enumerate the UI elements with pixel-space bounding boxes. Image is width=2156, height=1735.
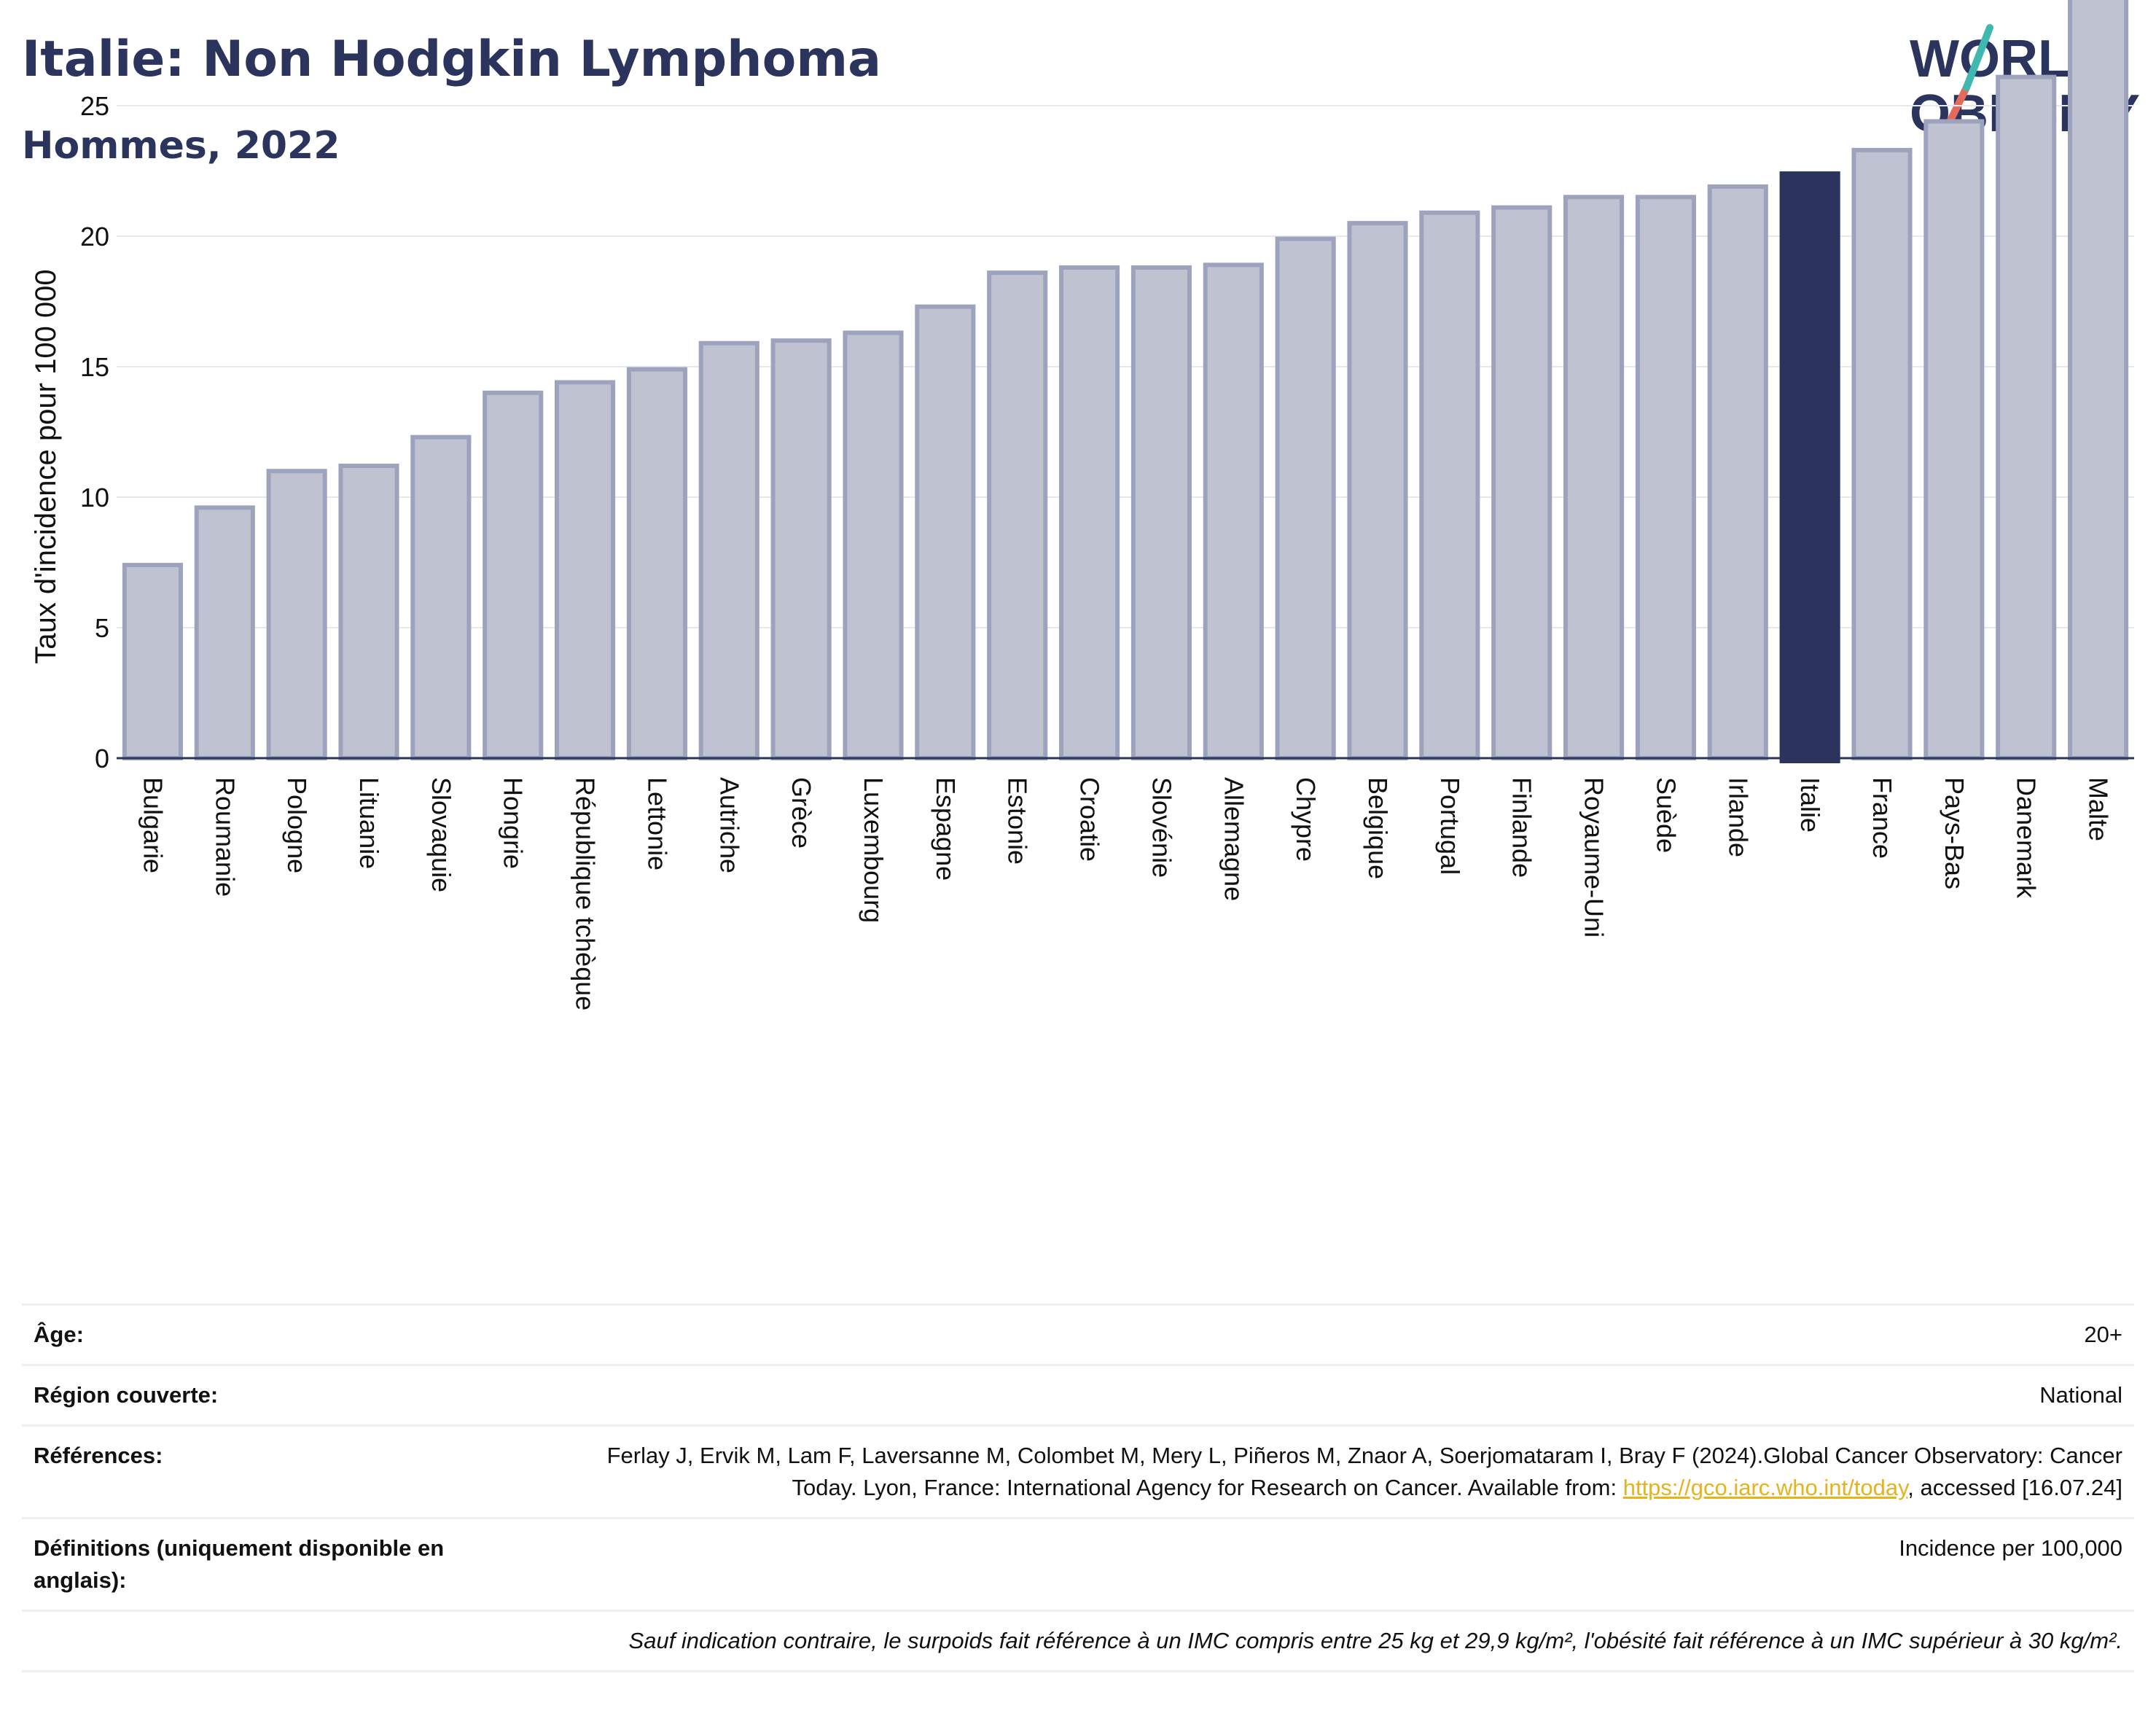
bar-lettonie <box>626 367 687 760</box>
x-tick-label: Malte <box>2084 777 2114 841</box>
references-accessed: , accessed [16.07.24] <box>1907 1475 2122 1500</box>
bar-roumanie <box>194 505 255 760</box>
y-tick-label: 10 <box>80 483 109 512</box>
x-tick-label: Estonie <box>1003 777 1033 865</box>
chart-title: Italie: Non Hodgkin Lymphoma <box>22 31 882 88</box>
bar-france <box>1851 147 1913 761</box>
bar-hongrie <box>483 390 544 760</box>
bar-irlande <box>1707 184 1768 761</box>
bar-gr-ce <box>770 338 832 760</box>
bar-lituanie <box>338 464 399 760</box>
x-tick-label: Italie <box>1795 777 1825 833</box>
x-tick-label: Belgique <box>1363 777 1393 879</box>
age-label: Âge: <box>22 1303 526 1365</box>
x-tick-label: Autriche <box>714 777 744 873</box>
x-tick-label: Hongrie <box>499 777 528 869</box>
definitions-row: Définitions (uniquement disponible en an… <box>22 1517 2134 1611</box>
references-link[interactable]: https://gco.iarc.who.int/today <box>1622 1475 1908 1500</box>
bar-royaume-uni <box>1563 195 1625 760</box>
x-tick-label: Suède <box>1651 777 1681 853</box>
definitions-label: Définitions (uniquement disponible en an… <box>22 1517 526 1611</box>
bar-estonie <box>987 270 1048 760</box>
age-row: Âge: 20+ <box>22 1303 2134 1365</box>
y-tick-label: 5 <box>95 613 109 643</box>
x-tick-label: Allemagne <box>1219 777 1249 901</box>
x-tick-label: Danemark <box>2012 777 2042 899</box>
bar-slovaquie <box>410 434 472 760</box>
x-tick-label: Portugal <box>1435 777 1465 875</box>
x-tick-label: Slovaquie <box>426 777 456 892</box>
bar-slov-nie <box>1130 265 1192 760</box>
chart-subtitle: Hommes, 2022 <box>22 124 340 168</box>
bar-r-publique-tch-que <box>555 380 616 760</box>
y-tick-label: 25 <box>80 91 109 121</box>
x-tick-label: Chypre <box>1291 777 1321 862</box>
y-tick-labels: 051015202530 <box>80 91 109 773</box>
bar-portugal <box>1419 210 1480 760</box>
bar-pays-bas <box>1923 119 1985 761</box>
bar-danemark <box>1996 74 2057 761</box>
region-value: National <box>526 1364 2134 1426</box>
references-row: Références: Ferlay J, Ervik M, Lam F, La… <box>22 1424 2134 1518</box>
y-tick-label: 15 <box>80 352 109 382</box>
bar-bulgarie <box>122 563 183 761</box>
bar-su-de <box>1635 195 1696 760</box>
references-label: Références: <box>22 1424 526 1518</box>
y-tick-label: 20 <box>80 222 109 252</box>
bar-belgique <box>1347 221 1408 761</box>
x-tick-label: Irlande <box>1723 777 1753 857</box>
bar-chart: 051015202530 BulgarieRoumaniePologneLitu… <box>30 0 2134 1010</box>
bar-croatie <box>1059 265 1120 760</box>
region-row: Région couverte: National <box>22 1364 2134 1426</box>
definitions-value: Incidence per 100,000 <box>526 1517 2134 1611</box>
bar-espagne <box>915 304 976 761</box>
x-tick-labels: Bulgarie Roumanie Pologne Lituanie Slovaquie… <box>138 777 2113 1010</box>
x-tick-label: République tchèque <box>571 777 601 1010</box>
bar-pologne <box>266 469 327 760</box>
region-label: Région couverte: <box>22 1364 526 1426</box>
x-tick-label: Grèce <box>786 777 816 849</box>
x-tick-label: Slovénie <box>1147 777 1176 878</box>
bar-malte <box>2068 0 2129 760</box>
bar-autriche <box>698 340 759 760</box>
references-value: Ferlay J, Ervik M, Lam F, Laversanne M, … <box>526 1424 2134 1518</box>
bar-allemagne <box>1203 262 1264 760</box>
logo-slash-teal <box>1963 24 1993 91</box>
bars <box>122 0 2129 763</box>
metadata-table: Âge: 20+ Région couverte: National Référ… <box>22 1303 2134 1672</box>
note-row: Sauf indication contraire, le surpoids f… <box>22 1610 2134 1672</box>
bar-chypre <box>1275 236 1336 760</box>
footnote: Sauf indication contraire, le surpoids f… <box>22 1610 2134 1672</box>
x-tick-label: Bulgarie <box>138 777 168 873</box>
x-tick-label: Lettonie <box>642 777 672 870</box>
x-tick-label: Croatie <box>1075 777 1105 862</box>
x-tick-label: Luxembourg <box>859 777 888 923</box>
bar-italie <box>1779 171 1840 763</box>
y-tick-label: 0 <box>95 744 109 773</box>
x-tick-label: Finlande <box>1507 777 1537 878</box>
x-tick-label: Espagne <box>931 777 961 881</box>
age-value: 20+ <box>526 1303 2134 1365</box>
x-tick-label: Royaume-Uni <box>1579 777 1609 937</box>
x-tick-label: Pays-Bas <box>1940 777 1969 889</box>
x-tick-label: France <box>1867 777 1897 859</box>
x-tick-label: Roumanie <box>210 777 240 897</box>
bar-luxembourg <box>843 330 904 760</box>
x-tick-label: Lituanie <box>354 777 384 869</box>
y-axis-label: Taux d'incidence pour 100 000 <box>30 269 62 663</box>
x-tick-label: Pologne <box>282 777 312 873</box>
references-text: Ferlay J, Ervik M, Lam F, Laversanne M, … <box>606 1443 2122 1500</box>
bar-finlande <box>1491 205 1552 760</box>
